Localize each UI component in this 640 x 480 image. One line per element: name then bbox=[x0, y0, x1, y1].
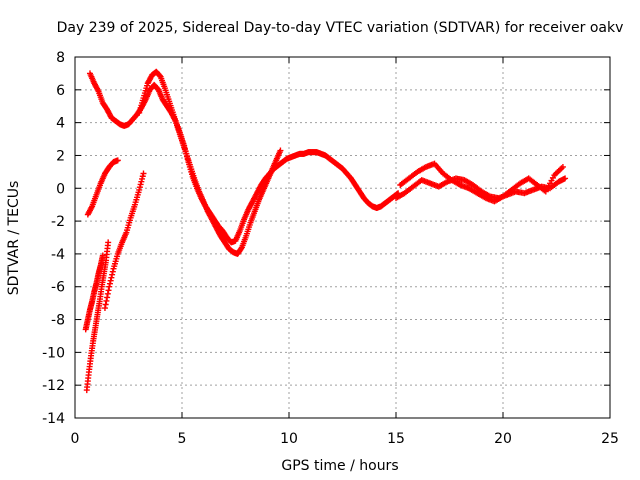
data-point-marker bbox=[138, 178, 145, 185]
x-tick-label: 15 bbox=[387, 431, 405, 447]
data-point-marker bbox=[104, 294, 111, 301]
series-short-arc-c bbox=[83, 239, 112, 394]
y-tick-label: 6 bbox=[56, 83, 65, 99]
y-tick-label: 8 bbox=[56, 50, 65, 66]
data-point-marker bbox=[105, 239, 112, 246]
data-point-marker bbox=[103, 297, 110, 304]
y-tick-label: -10 bbox=[42, 345, 65, 361]
y-tick-label: 0 bbox=[56, 181, 65, 197]
data-point-marker bbox=[99, 252, 106, 259]
y-tick-label: -6 bbox=[51, 280, 65, 296]
x-axis-label: GPS time / hours bbox=[281, 458, 398, 474]
y-tick-label: -12 bbox=[42, 378, 65, 394]
series-arc-main bbox=[86, 70, 402, 246]
y-tick-label: -8 bbox=[51, 313, 65, 329]
data-point-marker bbox=[136, 186, 143, 193]
axis-ticks: 0 5 10 15 20 25 -14 -12 -10 -8 -6 -4 -2 0 2 4 6 8 bbox=[42, 50, 619, 447]
y-tick-label: -14 bbox=[42, 411, 65, 427]
data-point-marker bbox=[139, 173, 146, 180]
y-tick-label: 4 bbox=[56, 116, 65, 132]
y-tick-label: -4 bbox=[51, 247, 65, 263]
chart-title: Day 239 of 2025, Sidereal Day-to-day VTE… bbox=[57, 20, 624, 36]
data-point-marker bbox=[102, 301, 109, 308]
series-arc-tail-band bbox=[397, 160, 566, 205]
data-point-marker bbox=[109, 268, 116, 275]
data-points bbox=[82, 68, 569, 394]
series-short-arc-d bbox=[82, 252, 106, 333]
data-point-marker bbox=[559, 163, 566, 170]
x-tick-label: 10 bbox=[280, 431, 298, 447]
data-point-marker bbox=[137, 181, 144, 188]
data-point-marker bbox=[105, 287, 112, 294]
y-tick-label: -2 bbox=[51, 214, 65, 230]
data-point-marker bbox=[106, 280, 113, 287]
data-point-marker bbox=[136, 184, 143, 191]
x-tick-label: 0 bbox=[71, 431, 80, 447]
x-tick-label: 20 bbox=[494, 431, 512, 447]
y-tick-label: 2 bbox=[56, 148, 65, 164]
series-arc-secondary bbox=[136, 68, 284, 257]
data-point-marker bbox=[114, 157, 121, 164]
data-point-marker bbox=[238, 245, 245, 252]
x-tick-label: 25 bbox=[601, 431, 619, 447]
data-point-marker bbox=[106, 283, 113, 290]
data-point-marker bbox=[101, 305, 108, 312]
grid-lines bbox=[75, 57, 610, 418]
y-axis-label: SDTVAR / TECUs bbox=[6, 181, 22, 296]
data-point-marker bbox=[562, 175, 569, 182]
series-short-arc-b bbox=[101, 170, 147, 312]
data-point-marker bbox=[104, 290, 111, 297]
data-point-marker bbox=[277, 147, 284, 154]
data-point-marker bbox=[109, 271, 116, 278]
data-point-marker bbox=[108, 274, 115, 281]
data-point-marker bbox=[140, 170, 147, 177]
plot-frame bbox=[74, 56, 611, 419]
series-short-arc-a bbox=[84, 157, 121, 218]
data-point-marker bbox=[107, 277, 114, 284]
x-tick-label: 5 bbox=[178, 431, 187, 447]
data-point-marker bbox=[139, 175, 146, 182]
